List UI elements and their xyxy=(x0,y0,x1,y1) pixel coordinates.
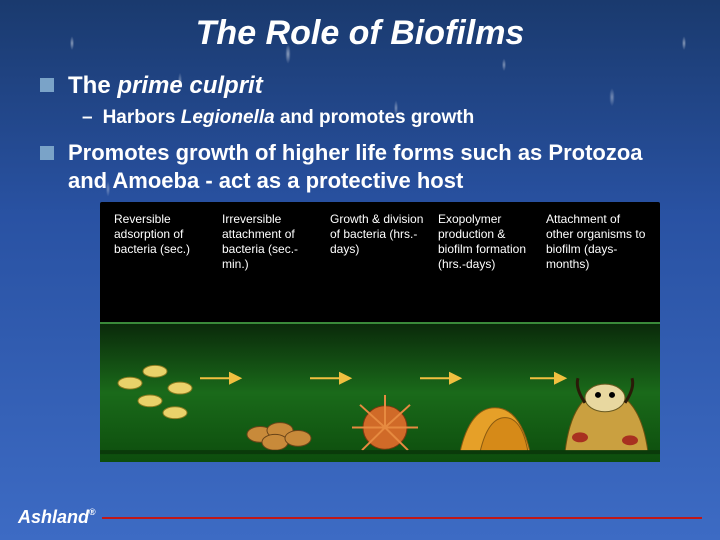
stage-label: Attachment of other organisms to biofilm… xyxy=(546,212,646,272)
stage-label: Reversible adsorption of bacteria (sec.) xyxy=(114,212,214,272)
stage-label: Growth & division of bacteria (hrs.-days… xyxy=(330,212,430,272)
slide-footer: Ashland® xyxy=(0,507,720,528)
ashland-logo: Ashland® xyxy=(18,507,96,528)
bullet-item: The prime culprit xyxy=(40,71,680,101)
stage-label: Irreversible attachment of bacteria (sec… xyxy=(222,212,322,272)
sub-bullet-dash: – xyxy=(82,107,93,129)
bullet-text-italic: prime culprit xyxy=(117,72,262,99)
sub-bullet-italic: Legionella xyxy=(181,107,275,128)
logo-text: Ashland xyxy=(18,507,89,527)
biofilm-illustration xyxy=(100,322,660,462)
bullet-marker-icon xyxy=(40,146,54,160)
stage-label: Exopolymer production & biofilm formatio… xyxy=(438,212,538,272)
sub-bullet-prefix: Harbors xyxy=(103,107,181,128)
sub-bullet-item: – Harbors Legionella and promotes growth xyxy=(82,107,680,129)
bullet-text-prefix: Promotes growth of higher life forms suc… xyxy=(68,140,643,193)
bullet-list: The prime culprit – Harbors Legionella a… xyxy=(0,53,720,194)
registered-mark-icon: ® xyxy=(89,507,96,517)
stage-labels: Reversible adsorption of bacteria (sec.)… xyxy=(100,202,660,272)
biofilm-stages-diagram: Reversible adsorption of bacteria (sec.)… xyxy=(100,202,660,462)
bullet-marker-icon xyxy=(40,78,54,92)
sub-bullet-suffix: and promotes growth xyxy=(275,107,475,128)
footer-divider xyxy=(102,517,702,519)
bullet-text-prefix: The xyxy=(68,72,117,99)
bullet-item: Promotes growth of higher life forms suc… xyxy=(40,139,680,194)
slide-title: The Role of Biofilms xyxy=(0,0,720,53)
